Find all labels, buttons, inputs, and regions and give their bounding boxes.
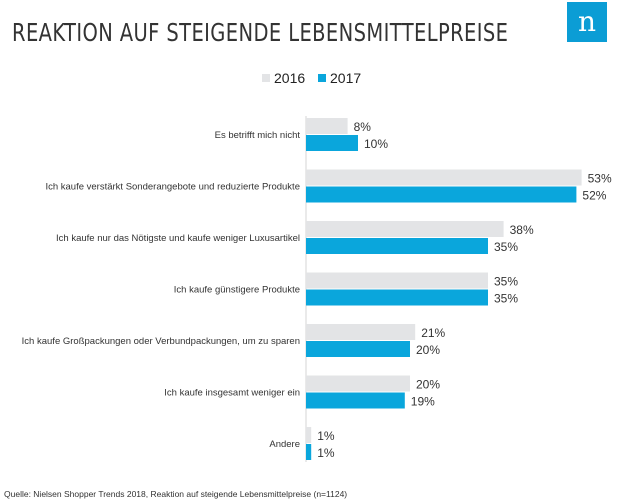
bar-2016: [306, 221, 504, 237]
bar-2016: [306, 324, 416, 340]
bar-2017: [306, 444, 312, 460]
data-label-2016: 20%: [416, 378, 440, 392]
category-label: Ich kaufe nur das Nötigste und kaufe wen…: [56, 233, 300, 244]
data-label-2017: 35%: [494, 240, 518, 254]
bar-2016: [306, 427, 312, 443]
category-label: Es betrifft mich nicht: [215, 130, 301, 141]
legend-label-2016: 2016: [274, 70, 305, 86]
data-label-2017: 10%: [364, 137, 388, 151]
data-label-2016: 8%: [354, 120, 372, 134]
legend-swatch-2016: [262, 74, 270, 82]
data-label-2017: 35%: [494, 292, 518, 306]
category-label: Ich kaufe Großpackungen oder Verbundpack…: [22, 336, 300, 347]
bar-2017: [306, 238, 488, 254]
bar-2017: [306, 135, 358, 151]
data-label-2017: 20%: [416, 343, 440, 357]
data-label-2016: 38%: [510, 223, 534, 237]
data-label-2016: 35%: [494, 275, 518, 289]
bar-2017: [306, 289, 488, 306]
legend-swatch-2017: [318, 74, 326, 82]
source-note: Quelle: Nielsen Shopper Trends 2018, Rea…: [4, 489, 348, 499]
bar-2016: [306, 375, 410, 392]
bar-2016: [306, 118, 348, 134]
category-label: Ich kaufe günstigere Produkte: [174, 285, 300, 296]
logo-letter: n: [578, 5, 596, 38]
category-label: Andere: [269, 439, 300, 450]
bar-2017: [306, 341, 410, 357]
nielsen-logo: n: [567, 2, 607, 42]
bar-2016: [306, 272, 488, 289]
data-label-2016: 53%: [588, 172, 612, 186]
bar-2017: [306, 392, 405, 409]
data-label-2017: 1%: [317, 446, 335, 460]
bar-2016: [306, 169, 582, 186]
data-label-2016: 1%: [317, 429, 335, 443]
data-label-2016: 21%: [421, 326, 445, 340]
data-label-2017: 52%: [582, 189, 606, 203]
bar-2017: [306, 186, 577, 203]
chart-title: REAKTION AUF STEIGENDE LEBENSMITTELPREIS…: [12, 18, 509, 47]
category-label: Ich kaufe insgesamt weniger ein: [164, 388, 300, 399]
logo-glyph-icon: n: [578, 5, 596, 38]
data-label-2017: 19%: [411, 395, 435, 409]
category-label: Ich kaufe verstärkt Sonderangebote und r…: [45, 182, 300, 193]
legend-label-2017: 2017: [330, 70, 361, 86]
